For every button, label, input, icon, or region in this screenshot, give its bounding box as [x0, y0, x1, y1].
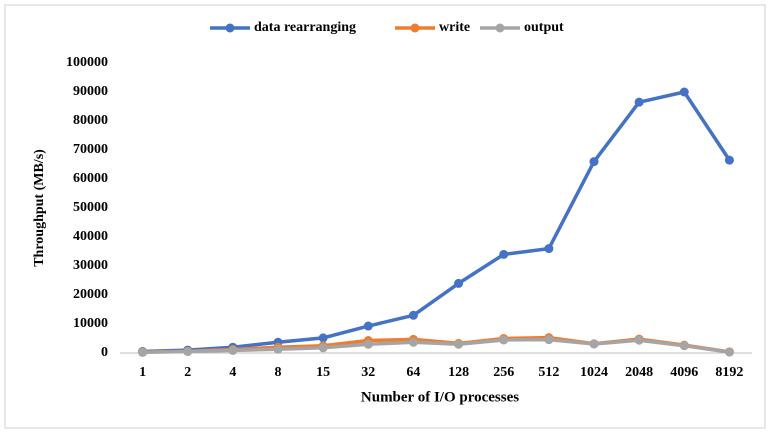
data-point — [273, 344, 283, 354]
data-point — [363, 321, 373, 331]
x-tick-label: 4 — [229, 365, 236, 380]
y-tick-label: 70000 — [73, 142, 108, 157]
y-tick-label: 30000 — [73, 258, 108, 273]
x-tick-label: 1 — [139, 365, 146, 380]
y-tick-label: 10000 — [73, 316, 108, 331]
data-point — [544, 335, 554, 345]
y-tick-label: 90000 — [73, 84, 108, 99]
data-point — [634, 97, 644, 107]
legend-label: output — [524, 20, 564, 35]
data-point — [679, 341, 689, 351]
y-tick-label: 40000 — [73, 229, 108, 244]
x-tick-label: 512 — [538, 365, 559, 380]
x-tick-label: 2048 — [625, 365, 653, 380]
x-tick-label: 64 — [406, 365, 420, 380]
data-point — [589, 339, 599, 349]
x-tick-label: 256 — [493, 365, 514, 380]
legend-marker — [495, 23, 505, 33]
data-point — [363, 339, 373, 349]
data-point — [228, 345, 238, 355]
data-point — [544, 244, 554, 254]
y-tick-label: 0 — [101, 345, 108, 360]
data-point — [454, 278, 464, 288]
legend-marker — [225, 23, 235, 33]
y-tick-label: 50000 — [73, 200, 108, 215]
x-tick-label: 8192 — [715, 365, 743, 380]
y-tick-label: 80000 — [73, 113, 108, 128]
x-tick-label: 128 — [448, 365, 469, 380]
data-point — [183, 347, 193, 357]
series-line — [142, 337, 730, 355]
legend-marker — [410, 23, 420, 33]
data-point — [408, 337, 418, 347]
x-tick-label: 4096 — [670, 365, 698, 380]
data-point — [318, 343, 328, 353]
x-axis-label: Number of I/O processes — [361, 389, 519, 405]
data-point — [318, 333, 328, 343]
y-tick-label: 60000 — [73, 171, 108, 186]
data-point — [589, 157, 599, 167]
x-tick-label: 15 — [316, 365, 330, 380]
legend-label: data rearranging — [254, 20, 356, 35]
data-point — [724, 347, 734, 357]
data-point — [724, 155, 734, 165]
y-tick-label: 20000 — [73, 287, 108, 302]
x-tick-label: 32 — [361, 365, 375, 380]
x-tick-label: 8 — [275, 365, 282, 380]
legend-label: write — [439, 20, 470, 35]
data-point — [679, 87, 689, 97]
data-point — [499, 335, 509, 345]
x-tick-label: 1024 — [580, 365, 608, 380]
data-point — [499, 249, 509, 259]
series-line — [142, 90, 731, 354]
x-tick-label: 2 — [184, 365, 191, 380]
y-tick-label: 100000 — [66, 55, 108, 70]
chart-border — [4, 4, 766, 429]
data-point — [408, 310, 418, 320]
data-point — [454, 339, 464, 349]
data-point — [138, 347, 148, 357]
y-axis-label: Throughput (MB/s) — [32, 149, 47, 267]
data-point — [634, 335, 644, 345]
